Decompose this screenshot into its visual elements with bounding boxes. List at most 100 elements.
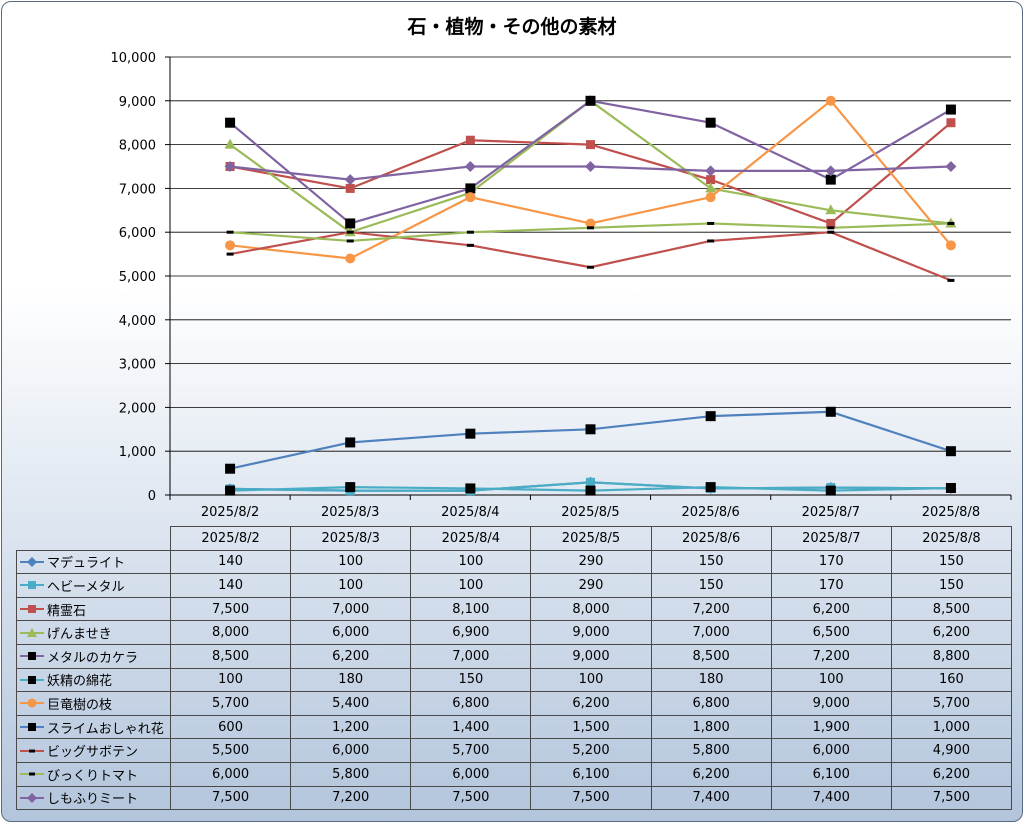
data-point xyxy=(466,243,474,247)
data-point xyxy=(345,437,356,448)
legend-key xyxy=(20,581,44,590)
table-cell: 6,200 xyxy=(890,761,1012,787)
table-cell: 7,000 xyxy=(410,643,532,669)
table-row: 妖精の綿花 100 180 150 100 180 100 160 xyxy=(16,667,1012,693)
data-point xyxy=(707,221,715,225)
table-cell: 7,500 xyxy=(890,785,1012,811)
data-point xyxy=(345,183,355,193)
table-cell: 150 xyxy=(890,549,1012,575)
table-row-header: ビッグサボテン xyxy=(16,738,171,763)
table-column-header: 2025/8/5 xyxy=(530,526,652,551)
table-cell: 180 xyxy=(290,667,412,693)
table-cell: 5,400 xyxy=(290,691,412,716)
legend-key-marker xyxy=(27,792,37,803)
table-cell: 100 xyxy=(410,573,532,598)
table-row: げんませき 8,000 6,000 6,900 9,000 7,000 6,500 6,200 xyxy=(16,620,1012,645)
table-row: 巨竜樹の枝 5,700 5,400 6,800 6,200 6,800 9,000 5,700 xyxy=(16,691,1012,716)
table-cell: 5,800 xyxy=(290,761,412,787)
y-tick-label: 7,000 xyxy=(119,182,156,197)
y-tick-label: 1,000 xyxy=(119,445,156,460)
table-cell: 6,900 xyxy=(410,620,532,645)
data-point xyxy=(945,482,956,493)
table-row-header: ヘビーメタル xyxy=(16,573,171,598)
table-cell: 6,200 xyxy=(650,761,772,787)
data-point xyxy=(945,240,956,251)
table-column-header: 2025/8/2 xyxy=(169,526,292,551)
x-tick-label: 2025/8/5 xyxy=(561,505,619,520)
x-tick-label: 2025/8/6 xyxy=(681,505,739,520)
table-cell: 1,400 xyxy=(410,714,532,740)
table-column-header: 2025/8/4 xyxy=(410,526,532,551)
table-column-header: 2025/8/6 xyxy=(650,526,772,551)
table-cell: 1,200 xyxy=(290,714,412,740)
table-cell: 100 xyxy=(530,667,652,693)
series-name: ビッグサボテン xyxy=(47,745,139,761)
data-point xyxy=(465,135,475,145)
table-cell: 6,000 xyxy=(410,761,532,787)
table-cell: 7,400 xyxy=(770,785,892,811)
table-cell: 600 xyxy=(169,714,292,740)
data-point xyxy=(947,278,955,282)
table-cell: 7,400 xyxy=(650,785,772,811)
data-table: 2025/8/2 2025/8/3 2025/8/4 2025/8/5 2025/8/6… xyxy=(16,526,1012,811)
legend-key xyxy=(20,698,44,708)
data-point xyxy=(224,138,236,149)
table-cell: 6,000 xyxy=(770,738,892,763)
legend-key xyxy=(20,652,44,661)
table-cell: 100 xyxy=(169,667,292,693)
table-cell: 6,000 xyxy=(290,620,412,645)
table-column-header: 2025/8/3 xyxy=(290,526,412,551)
data-point xyxy=(946,118,956,128)
table-cell: 6,200 xyxy=(530,691,652,716)
table-cell: 6,100 xyxy=(770,761,892,787)
table-cell: 7,000 xyxy=(290,596,412,622)
table-cell: 8,500 xyxy=(650,643,772,669)
table-row-header: びっくりトマト xyxy=(16,761,171,787)
table-row: メタルのカケラ 8,500 6,200 7,000 9,000 8,500 7,200 8,8… xyxy=(16,643,1012,669)
legend-key xyxy=(20,605,44,614)
y-tick-label: 9,000 xyxy=(119,95,156,110)
x-tick-label: 2025/8/3 xyxy=(321,505,379,520)
table-cell: 7,500 xyxy=(169,596,292,622)
data-point xyxy=(825,95,836,106)
table-cell: 150 xyxy=(650,573,772,598)
table-cell: 160 xyxy=(890,667,1012,693)
table-row: マデュライト 140 100 100 290 150 170 150 xyxy=(16,549,1012,575)
table-cell: 140 xyxy=(169,549,292,575)
table-cell: 5,200 xyxy=(530,738,652,763)
table-cell: 7,200 xyxy=(770,643,892,669)
table-cell: 6,000 xyxy=(290,738,412,763)
series-line xyxy=(229,410,952,470)
data-point xyxy=(226,252,234,256)
data-point xyxy=(706,175,716,185)
data-point xyxy=(825,174,836,185)
series-name: 巨竜樹の枝 xyxy=(47,697,113,713)
data-point xyxy=(587,226,594,230)
table-row-header: げんませき xyxy=(16,620,171,645)
table-cell: 5,500 xyxy=(169,738,292,763)
table-column-header: 2025/8/8 xyxy=(890,526,1012,551)
table-cell: 5,700 xyxy=(410,738,532,763)
series-name: しもふりミート xyxy=(47,792,139,808)
data-point xyxy=(226,230,234,234)
data-point xyxy=(947,221,955,225)
data-point xyxy=(826,218,836,228)
data-point xyxy=(465,428,476,439)
table-row: ヘビーメタル 140 100 100 290 150 170 150 xyxy=(16,573,1012,598)
table-cell: 5,700 xyxy=(169,691,292,716)
table-row-header: 巨竜樹の枝 xyxy=(16,691,171,716)
y-tick-label: 0 xyxy=(148,489,156,504)
data-point xyxy=(346,230,354,234)
series-name: マデュライト xyxy=(47,556,126,572)
data-point xyxy=(827,226,835,230)
table-row: しもふりミート 7,500 7,200 7,500 7,500 7,400 7,400 7,5… xyxy=(16,785,1012,811)
data-point xyxy=(225,485,236,496)
table-cell: 290 xyxy=(530,573,652,598)
table-cell: 7,500 xyxy=(410,785,532,811)
table-cell: 100 xyxy=(410,549,532,575)
table-cell: 8,800 xyxy=(890,643,1012,669)
data-point xyxy=(224,161,236,172)
table-row-header: メタルのカケラ xyxy=(16,643,171,669)
table-cell: 7,200 xyxy=(650,596,772,622)
